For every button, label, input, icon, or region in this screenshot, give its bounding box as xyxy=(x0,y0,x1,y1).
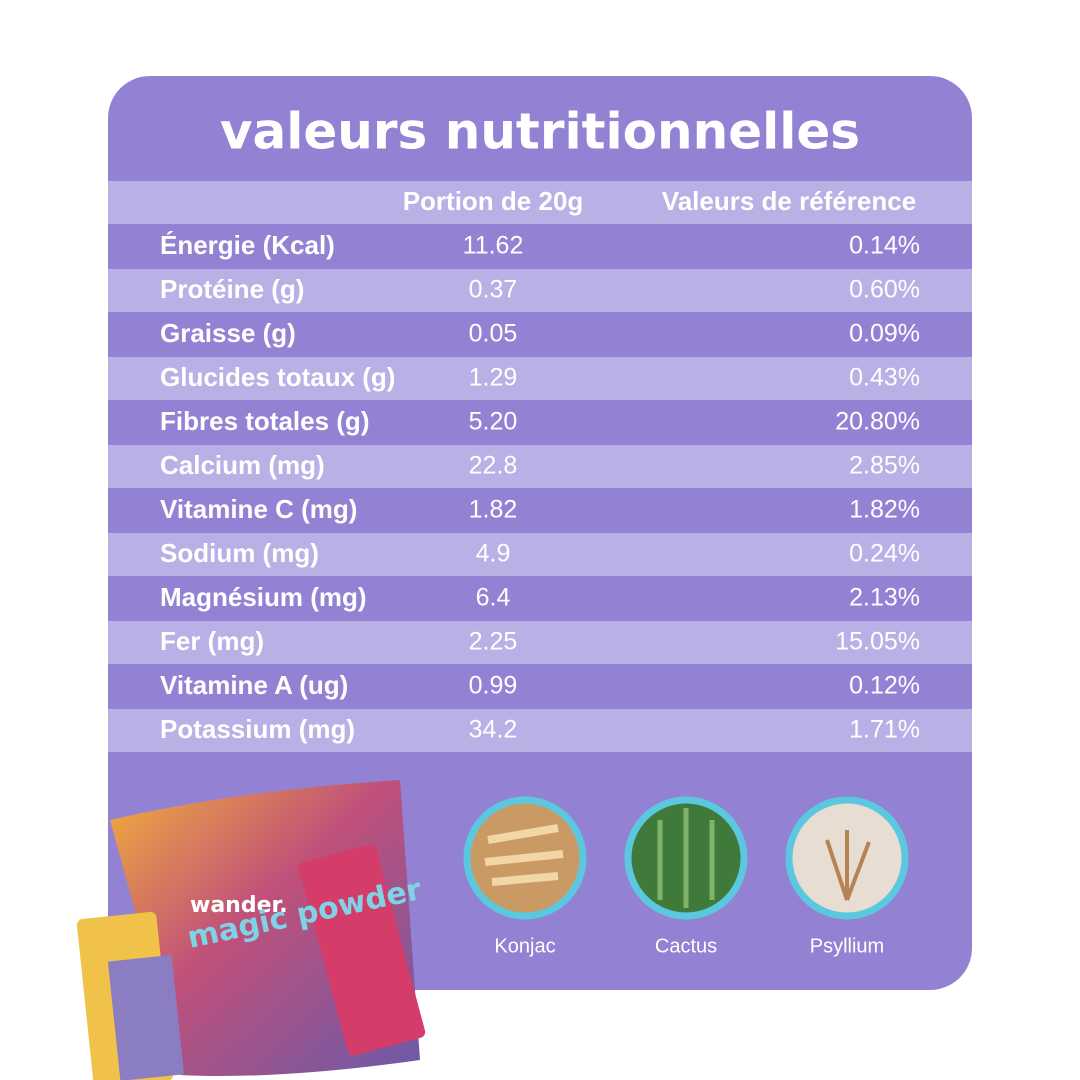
table: Portion de 20g Valeurs de référence Énergi… xyxy=(108,181,972,752)
table-row xyxy=(108,489,972,532)
konjac-detail xyxy=(484,824,564,886)
reference-value: 2.13% xyxy=(849,584,920,612)
reference-value: 0.43% xyxy=(849,364,920,392)
portion-value: 11.62 xyxy=(463,232,524,260)
portion-value: 0.99 xyxy=(469,672,518,700)
title: valeurs nutritionnelles xyxy=(220,103,860,161)
column-header: Portion de 20g xyxy=(403,186,584,216)
product: wander. magic powder xyxy=(76,780,426,1080)
reference-value: 0.12% xyxy=(849,672,920,700)
table-row xyxy=(108,533,972,576)
nutrient-name: Sodium (mg) xyxy=(160,538,319,568)
table-row xyxy=(108,621,972,664)
cactus-detail xyxy=(657,808,715,908)
table-row xyxy=(108,357,972,400)
reference-value: 2.85% xyxy=(849,452,920,480)
nutrient-name: Énergie (Kcal) xyxy=(160,230,335,260)
reference-value: 20.80% xyxy=(835,408,920,436)
nutrient-name: Vitamine A (ug) xyxy=(160,670,348,700)
reference-value: 0.24% xyxy=(849,540,920,568)
reference-value: 1.71% xyxy=(849,716,920,744)
reference-value: 0.09% xyxy=(849,320,920,348)
nutrient-name: Graisse (g) xyxy=(160,318,296,348)
nutrient-name: Glucides totaux (g) xyxy=(160,362,395,392)
table-row xyxy=(108,269,972,312)
table-row xyxy=(108,445,972,488)
ingredient-label: Cactus xyxy=(655,935,717,957)
ingredient-label: Konjac xyxy=(494,935,555,957)
nutrient-name: Protéine (g) xyxy=(160,274,304,304)
portion-value: 6.4 xyxy=(476,584,511,612)
portion-value: 1.29 xyxy=(469,364,518,392)
nutrient-name: Vitamine C (mg) xyxy=(160,494,357,524)
portion-value: 5.20 xyxy=(469,408,518,436)
table-row xyxy=(108,313,972,356)
portion-value: 0.05 xyxy=(469,320,518,348)
product-stick-band xyxy=(107,954,185,1080)
nutrient-name: Calcium (mg) xyxy=(160,450,325,480)
reference-value: 1.82% xyxy=(849,496,920,524)
psyllium-detail xyxy=(825,830,871,901)
reference-value: 15.05% xyxy=(835,628,920,656)
portion-value: 2.25 xyxy=(469,628,518,656)
table-row xyxy=(108,577,972,620)
table-row xyxy=(108,709,972,752)
reference-value: 0.14% xyxy=(849,232,920,260)
table-row xyxy=(108,665,972,708)
nutrient-name: Magnésium (mg) xyxy=(160,582,367,612)
portion-value: 1.82 xyxy=(469,496,518,524)
portion-value: 22.8 xyxy=(469,452,518,480)
ingredient-label: Psyllium xyxy=(810,935,884,957)
header-row xyxy=(108,181,972,224)
portion-value: 4.9 xyxy=(476,540,511,568)
portion-value: 34.2 xyxy=(469,716,518,744)
table-row xyxy=(108,401,972,444)
nutrient-name: Fer (mg) xyxy=(160,626,264,656)
nutrient-name: Potassium (mg) xyxy=(160,714,355,744)
nutrient-name: Fibres totales (g) xyxy=(160,406,369,436)
product-brand: wander. xyxy=(190,893,288,918)
product-stick xyxy=(298,844,426,1056)
table-row xyxy=(108,225,972,268)
column-header: Valeurs de référence xyxy=(662,186,916,216)
ingredients: Konjac Cactus Psyllium xyxy=(463,796,909,957)
reference-value: 0.60% xyxy=(849,276,920,304)
portion-value: 0.37 xyxy=(469,276,518,304)
